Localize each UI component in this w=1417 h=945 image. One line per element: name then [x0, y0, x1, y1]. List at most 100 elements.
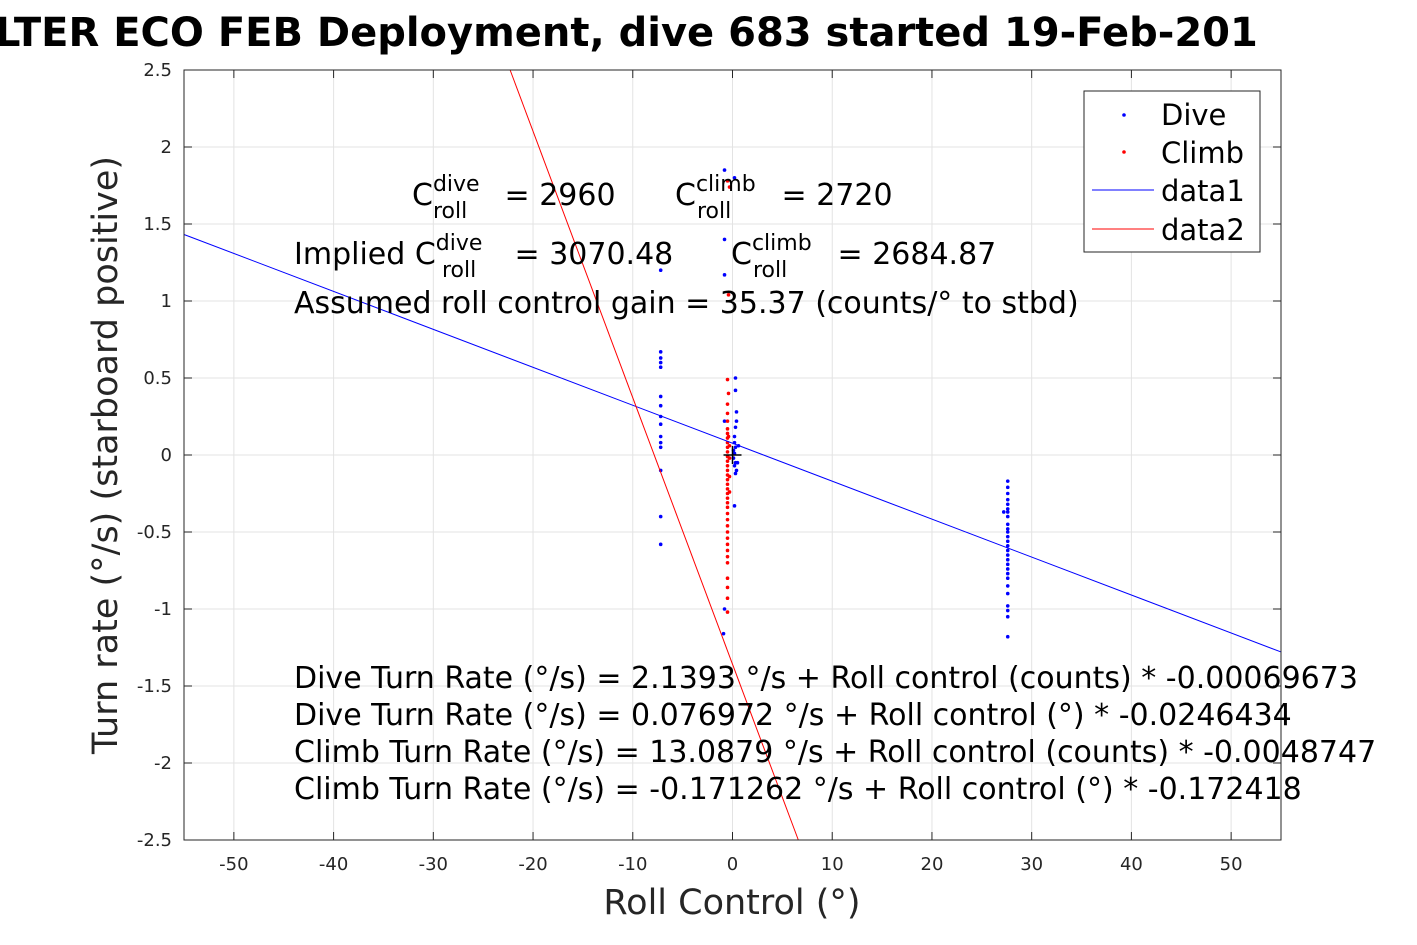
annotation-climb-rate-degrees: Climb Turn Rate (°/s) = -0.171262 °/s + …: [294, 772, 1302, 807]
legend: Dive Climb data1 data2: [1083, 90, 1261, 253]
series-layer: [183, 69, 1282, 841]
point-dive: [1005, 634, 1010, 639]
point-climb: [726, 391, 731, 396]
ticks: -50 -40 -30 -20 -10 0 10 20 30 40 50 2.5 2 1.5 1 0.5 0 -0…: [137, 60, 1281, 875]
annotation-roll-control-gain: Assumed roll control gain = 35.37 (count…: [294, 286, 1079, 321]
point-dive: [1005, 502, 1010, 507]
legend-item-dive: Dive: [1122, 98, 1226, 132]
point-dive: [1005, 584, 1010, 588]
point-climb: [725, 511, 730, 516]
point-dive: [722, 273, 727, 277]
point-dive: [734, 419, 739, 423]
point-dive: [658, 350, 663, 354]
x-tick-label: 50: [1220, 854, 1243, 875]
series-line-data1: [183, 234, 1282, 653]
point-climb: [725, 505, 730, 510]
point-climb: [725, 459, 730, 463]
point-climb: [725, 377, 730, 382]
point-dive: [658, 445, 663, 450]
annotation-c-roll-climb: Cclimb roll = 2720: [675, 172, 893, 224]
point-climb: [725, 576, 730, 580]
y-tick-label: 0: [161, 445, 172, 466]
point-dive: [1005, 562, 1010, 567]
point-climb: [725, 500, 730, 505]
point-dive: [733, 388, 738, 393]
point-dive: [732, 463, 737, 468]
annotations: Cdive roll = 2960 Cclimb roll = 2720 Impli…: [294, 172, 1376, 807]
point-dive: [1005, 539, 1010, 544]
point-dive: [733, 376, 738, 380]
point-climb: [727, 185, 732, 189]
point-dive: [722, 419, 727, 423]
y-tick-label: -2.5: [137, 830, 172, 851]
point-dive: [1005, 522, 1010, 527]
x-tick-label: -50: [219, 854, 248, 875]
point-climb: [725, 450, 730, 454]
x-tick-label: 10: [821, 854, 844, 875]
legend-box: [1083, 90, 1261, 253]
point-climb: [725, 482, 730, 487]
point-dive: [1005, 576, 1010, 580]
point-dive: [1005, 614, 1010, 619]
point-climb: [727, 443, 732, 448]
point-dive: [722, 168, 727, 172]
point-climb: [725, 496, 730, 500]
point-dive: [1005, 544, 1010, 548]
point-climb: [725, 524, 730, 528]
point-dive: [1005, 548, 1010, 553]
point-dive: [658, 365, 663, 370]
legend-marker-climb: [1122, 150, 1126, 154]
point-dive: [1005, 557, 1010, 562]
annotation-dive-rate-degrees: Dive Turn Rate (°/s) = 0.076972 °/s + Ro…: [294, 698, 1292, 733]
point-dive: [1005, 553, 1010, 557]
point-dive: [1005, 604, 1010, 608]
point-dive: [1005, 530, 1010, 534]
chart-title: LTER ECO FEB Deployment, dive 683 starte…: [0, 10, 1258, 56]
point-climb: [725, 585, 730, 590]
x-tick-label: 30: [1020, 854, 1043, 875]
point-climb: [725, 596, 730, 601]
x-tick-label: 40: [1120, 854, 1143, 875]
y-tick-label: 2: [161, 137, 172, 158]
point-dive: [735, 460, 740, 465]
point-dive: [658, 356, 663, 360]
x-axis-label: Roll Control (°): [603, 883, 860, 923]
legend-label-data1: data1: [1161, 174, 1245, 208]
point-climb: [725, 468, 730, 473]
legend-item-data1: data1: [1092, 174, 1245, 208]
point-climb: [725, 548, 730, 553]
y-tick-label: -0.5: [137, 522, 172, 543]
point-dive: [1005, 608, 1010, 613]
point-climb: [725, 554, 730, 559]
point-dive: [722, 237, 727, 242]
point-climb: [727, 456, 732, 460]
point-climb: [726, 293, 731, 297]
point-climb: [725, 431, 730, 436]
y-tick-label: -1: [154, 599, 172, 620]
legend-marker-dive: [1122, 113, 1126, 117]
point-dive: [658, 434, 663, 439]
point-dive: [734, 410, 739, 414]
point-dive: [658, 360, 663, 365]
point-dive: [658, 394, 663, 399]
legend-item-climb: Climb: [1122, 136, 1244, 170]
point-climb: [725, 610, 730, 614]
y-tick-label: 1.5: [143, 214, 172, 235]
x-tick-label: -30: [419, 854, 448, 875]
series-line-data2: [509, 69, 799, 841]
point-dive: [1005, 591, 1010, 596]
point-dive: [1005, 567, 1010, 571]
point-climb: [726, 434, 731, 439]
point-dive: [721, 631, 726, 636]
x-tick-label: -40: [319, 854, 348, 875]
point-dive: [732, 434, 737, 439]
legend-label-climb: Climb: [1161, 136, 1244, 170]
point-dive: [1005, 514, 1010, 519]
point-climb: [725, 179, 730, 183]
point-dive: [1005, 527, 1010, 531]
y-tick-label: -2: [154, 753, 172, 774]
point-climb: [727, 490, 732, 494]
point-dive: [732, 176, 737, 180]
point-climb: [725, 530, 730, 534]
